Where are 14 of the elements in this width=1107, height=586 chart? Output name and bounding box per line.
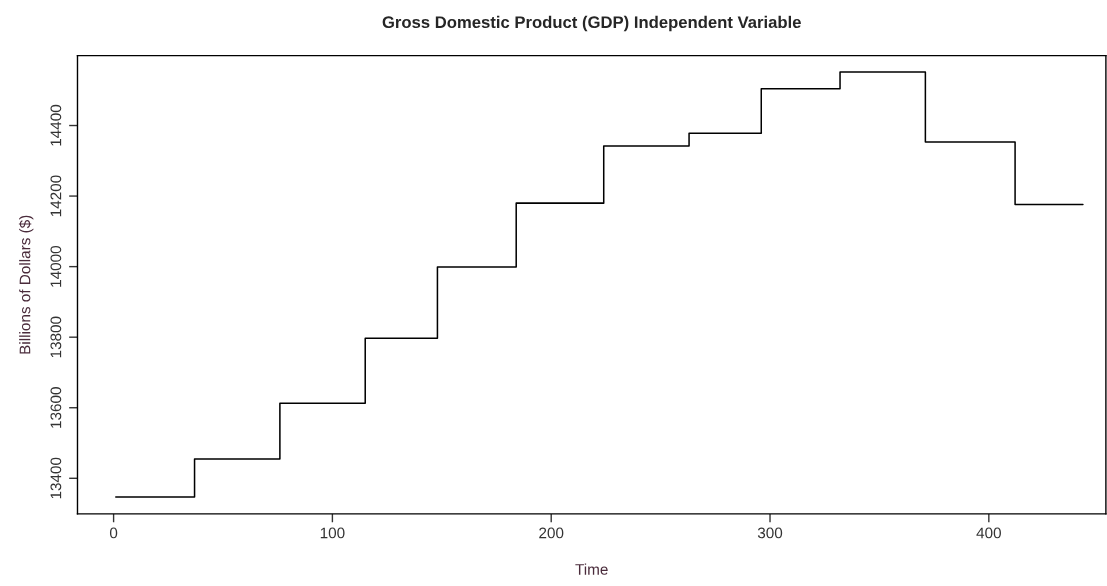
x-tick-label: 300 [757,527,783,539]
y-tick-label: 14200 [50,175,62,217]
y-tick-label: 14400 [50,104,62,146]
x-tick-label: 100 [320,527,345,539]
x-tick-label: 0 [109,527,118,539]
y-tick-label: 13400 [50,457,62,499]
x-tick-label: 200 [539,527,564,539]
y-tick-label: 13800 [50,316,62,358]
chart-title: Gross Domestic Product (GDP) Independent Variable [382,15,801,32]
y-tick-label: 13600 [50,387,62,428]
x-tick-label: 400 [976,527,1001,539]
x-axis-title: Time [575,563,608,575]
y-tick-label: 14000 [50,245,62,287]
y-axis-title: Billions of Dollars ($) [18,215,34,354]
